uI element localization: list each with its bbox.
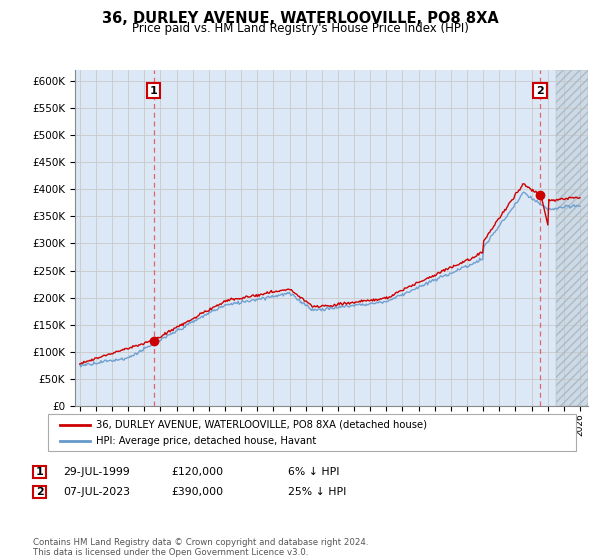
Text: 36, DURLEY AVENUE, WATERLOOVILLE, PO8 8XA: 36, DURLEY AVENUE, WATERLOOVILLE, PO8 8X… (101, 11, 499, 26)
Bar (556, 70, 588, 406)
Text: 2: 2 (536, 86, 544, 96)
Text: £390,000: £390,000 (171, 487, 223, 497)
Text: 25% ↓ HPI: 25% ↓ HPI (288, 487, 346, 497)
Text: Price paid vs. HM Land Registry's House Price Index (HPI): Price paid vs. HM Land Registry's House … (131, 22, 469, 35)
Text: £120,000: £120,000 (171, 467, 223, 477)
Text: Contains HM Land Registry data © Crown copyright and database right 2024.
This d: Contains HM Land Registry data © Crown c… (33, 538, 368, 557)
Text: 29-JUL-1999: 29-JUL-1999 (63, 467, 130, 477)
Text: 2: 2 (36, 487, 43, 497)
Text: HPI: Average price, detached house, Havant: HPI: Average price, detached house, Hava… (96, 436, 316, 446)
Text: 6% ↓ HPI: 6% ↓ HPI (288, 467, 340, 477)
Bar (556, 70, 588, 406)
Text: 07-JUL-2023: 07-JUL-2023 (63, 487, 130, 497)
Text: 1: 1 (36, 467, 43, 477)
Text: 36, DURLEY AVENUE, WATERLOOVILLE, PO8 8XA (detached house): 36, DURLEY AVENUE, WATERLOOVILLE, PO8 8X… (96, 419, 427, 430)
Text: 1: 1 (149, 86, 157, 96)
